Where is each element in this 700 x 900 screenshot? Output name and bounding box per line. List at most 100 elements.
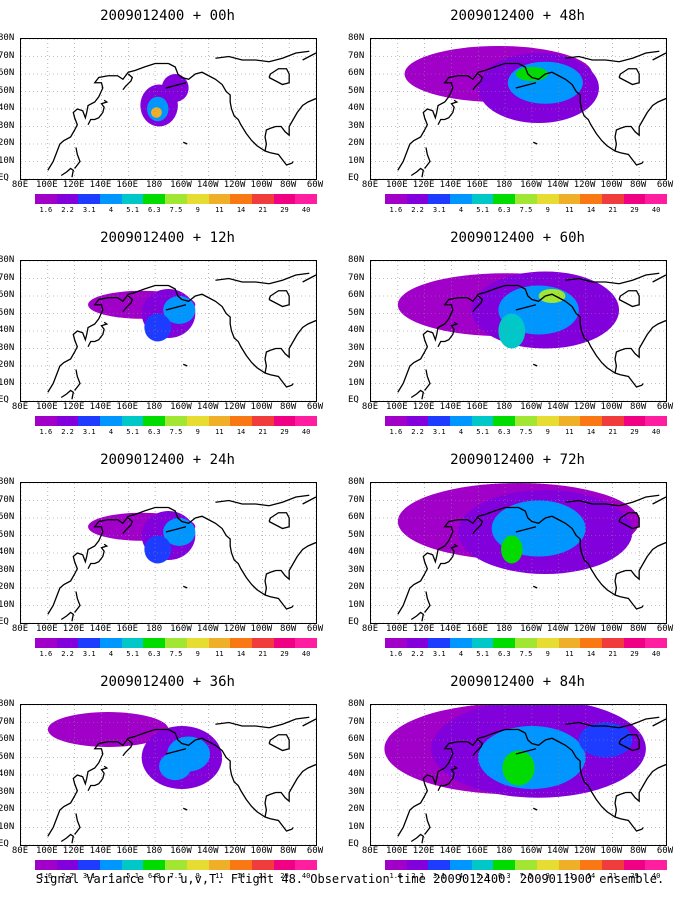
- colorbar-label: 2.2: [61, 206, 74, 214]
- colorbar-label: 7.5: [519, 872, 533, 880]
- coastline: [424, 369, 431, 391]
- lat-tick-label: 80N: [0, 699, 15, 709]
- panel-title: 2009012400 + 36h: [100, 674, 235, 690]
- colorbar-label: 2.2: [411, 206, 424, 214]
- lon-tick-label: 140W: [546, 402, 569, 412]
- colorbar-label: 29: [630, 206, 639, 214]
- colorbar: [35, 194, 317, 204]
- lon-tick-label: 120E: [412, 846, 435, 856]
- coastline: [614, 541, 666, 596]
- colorbar-swatch: [536, 860, 559, 870]
- lon-tick-label: 120E: [62, 624, 85, 634]
- coastline: [47, 506, 169, 615]
- map-svg: [21, 705, 316, 845]
- map-panel: 2009012400 + 84h 80N 70N 60N 50N 40N 30N 20N 10N…: [348, 666, 685, 880]
- map-svg: [371, 261, 666, 401]
- colorbar-swatch: [295, 638, 317, 648]
- map-svg: [371, 39, 666, 179]
- colorbar-swatch: [186, 416, 209, 426]
- colorbar-label: 4: [108, 872, 114, 880]
- coastline: [302, 52, 316, 61]
- colorbar-swatch: [208, 860, 231, 870]
- colorbar-label: 5.1: [476, 206, 489, 214]
- colorbar-label: 1.6: [389, 872, 403, 880]
- colorbar-label: 1.6: [39, 428, 53, 436]
- lat-tick-label: 50N: [0, 307, 15, 318]
- coastline: [565, 716, 660, 729]
- colorbar-label: 5.1: [476, 650, 489, 658]
- coastline: [47, 62, 169, 171]
- lon-tick-label: 100W: [600, 624, 623, 634]
- colorbar-label: 29: [630, 428, 639, 436]
- lon-tick-label: 160E: [466, 402, 489, 412]
- colorbar-label: 29: [280, 650, 289, 658]
- map-panel: 2009012400 + 72h 80N 70N 60N 50N 40N 30N 20N 10N…: [348, 444, 685, 658]
- colorbar-label: 1.6: [39, 206, 53, 214]
- lat-tick-label: 20N: [348, 804, 365, 814]
- lat-tick-label: 40N: [348, 547, 365, 557]
- lon-tick-label: 80W: [280, 846, 297, 856]
- colorbar-swatch: [56, 860, 79, 870]
- lat-tick-label: 10N: [348, 377, 365, 388]
- colorbar-label: 9: [195, 206, 200, 214]
- map-plot: [370, 704, 667, 846]
- colorbar-label: 5.1: [126, 650, 139, 658]
- colorbar-swatch: [78, 860, 101, 870]
- lat-tick-label: EQ: [348, 395, 359, 405]
- lon-tick-label: 100E: [35, 624, 58, 634]
- colorbar-swatch: [295, 416, 317, 426]
- lat-tick-label: 70N: [348, 716, 365, 727]
- map-svg: [371, 705, 666, 845]
- panel-title: 2009012400 + 24h: [100, 452, 235, 468]
- lon-tick-label: 120W: [573, 402, 596, 412]
- lon-tick-label: 180: [145, 402, 163, 412]
- lon-tick-label: 80W: [280, 402, 297, 412]
- colorbar-label: 9: [195, 650, 200, 658]
- colorbar-label: 4: [108, 428, 114, 436]
- colorbar-label: 21: [258, 428, 267, 436]
- lon-tick-label: 60W: [656, 180, 674, 190]
- panel-title: 2009012400 + 48h: [450, 8, 585, 24]
- colorbar-swatch: [100, 416, 122, 426]
- lon-tick-label: 80W: [280, 624, 297, 634]
- colorbar-label: 6.3: [497, 650, 511, 658]
- colorbar-swatch: [580, 194, 602, 204]
- map-panel: 2009012400 + 00h 80N 70N 60N 50N 40N 30N 20N 10N…: [0, 0, 335, 214]
- colorbar-swatch: [100, 194, 122, 204]
- coastline: [618, 290, 640, 308]
- coastline: [268, 68, 290, 86]
- lon-tick-label: 120W: [573, 624, 596, 634]
- coastline: [565, 494, 660, 507]
- colorbar-swatch: [623, 416, 646, 426]
- colorbar-label: 4: [458, 206, 464, 214]
- lat-tick-label: 50N: [0, 85, 15, 96]
- colorbar-label: 7.5: [169, 206, 183, 214]
- map-svg: [21, 261, 316, 401]
- lat-tick-label: 20N: [0, 138, 15, 148]
- colorbar-swatch: [251, 860, 274, 870]
- lon-tick-label: 140E: [89, 180, 112, 190]
- coastline: [652, 274, 666, 283]
- colorbar-label: 3.1: [82, 872, 96, 880]
- lat-tick-label: 10N: [348, 821, 365, 832]
- lat-tick-label: 60N: [0, 512, 15, 522]
- contour-region: [159, 752, 192, 781]
- lon-tick-label: 60W: [306, 846, 324, 856]
- lon-tick-label: 160W: [170, 402, 192, 412]
- coastline: [264, 319, 316, 374]
- colorbar-swatch: [273, 638, 296, 648]
- lon-tick-label: 180: [495, 624, 513, 634]
- lon-tick-label: 100E: [35, 180, 58, 190]
- coastline: [518, 506, 644, 610]
- colorbar-swatch: [121, 194, 144, 204]
- coastline: [268, 734, 290, 752]
- lat-tick-label: 70N: [348, 272, 365, 283]
- panel-title: 2009012400 + 12h: [100, 230, 235, 246]
- coastline: [515, 304, 537, 311]
- colorbar-swatch: [536, 194, 559, 204]
- coastline: [60, 389, 75, 400]
- colorbar-swatch: [471, 416, 494, 426]
- contour-region: [501, 535, 523, 564]
- colorbar-swatch: [428, 638, 451, 648]
- colorbar-label: 11: [215, 650, 224, 658]
